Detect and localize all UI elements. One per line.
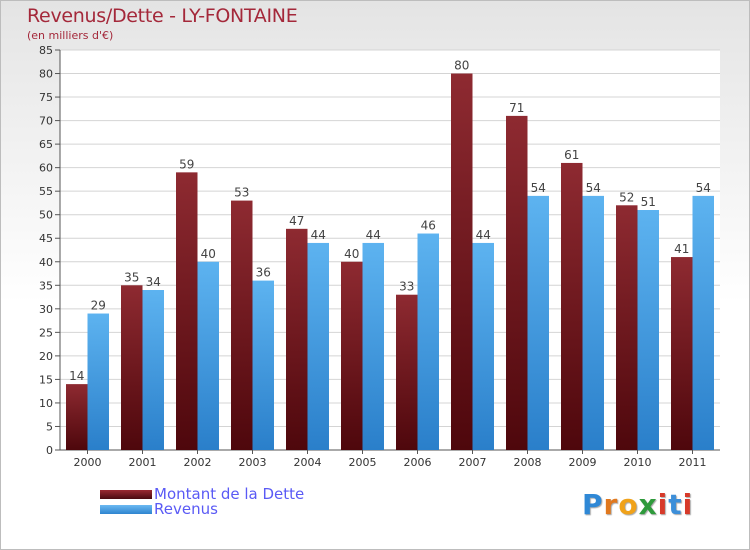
proxiti-logo: Proxiti — [582, 488, 694, 521]
y-tick-label: 75 — [39, 91, 53, 104]
data-label: 41 — [674, 242, 689, 256]
data-label: 53 — [234, 186, 249, 200]
x-tick-label: 2005 — [349, 456, 377, 469]
chart-subtitle: (en milliers d'€) — [27, 29, 114, 42]
x-tick-label: 2009 — [569, 456, 597, 469]
x-tick-label: 2010 — [624, 456, 652, 469]
x-tick-label: 2011 — [679, 456, 707, 469]
x-tick-label: 2001 — [129, 456, 157, 469]
y-tick-label: 15 — [39, 373, 53, 386]
data-label: 59 — [179, 157, 194, 171]
bar-revenus — [527, 195, 549, 450]
data-label: 33 — [399, 280, 414, 294]
data-label: 71 — [509, 101, 524, 115]
data-label: 54 — [586, 181, 601, 195]
data-label: 51 — [641, 195, 656, 209]
bar-dette — [176, 172, 198, 450]
plot-area — [60, 50, 720, 450]
bar-dette — [66, 384, 88, 450]
bar-dette — [341, 261, 363, 450]
data-label: 34 — [146, 275, 161, 289]
data-label: 40 — [201, 247, 216, 261]
data-label: 80 — [454, 59, 469, 73]
y-tick-label: 55 — [39, 185, 53, 198]
bar-revenus — [472, 242, 494, 450]
y-tick-label: 25 — [39, 326, 53, 339]
bar-revenus — [197, 261, 219, 450]
data-label: 52 — [619, 190, 634, 204]
bar-revenus — [252, 280, 274, 450]
bar-revenus — [582, 195, 604, 450]
bar-dette — [671, 257, 693, 450]
y-tick-label: 45 — [39, 232, 53, 245]
bar-dette — [396, 294, 418, 450]
y-tick-label: 70 — [39, 115, 53, 128]
data-label: 61 — [564, 148, 579, 162]
bar-revenus — [362, 242, 384, 450]
data-label: 54 — [696, 181, 711, 195]
bar-dette — [561, 162, 583, 451]
data-label: 40 — [344, 247, 359, 261]
bar-dette — [286, 228, 308, 450]
y-tick-label: 85 — [39, 44, 53, 57]
y-tick-label: 60 — [39, 162, 53, 175]
legend-swatch-dette — [100, 490, 152, 499]
x-tick-label: 2004 — [294, 456, 322, 469]
y-tick-label: 30 — [39, 303, 53, 316]
bar-revenus — [142, 290, 164, 450]
legend-label-revenus: Revenus — [154, 500, 218, 518]
x-tick-label: 2000 — [74, 456, 102, 469]
bar-revenus — [417, 233, 439, 450]
x-tick-label: 2007 — [459, 456, 487, 469]
data-label: 44 — [366, 228, 381, 242]
chart-title: Revenus/Dette - LY-FONTAINE — [27, 5, 298, 27]
data-label: 29 — [91, 299, 106, 313]
bar-dette — [506, 115, 528, 450]
data-label: 36 — [256, 266, 271, 280]
bar-revenus — [87, 313, 109, 450]
data-label: 47 — [289, 214, 304, 228]
data-label: 14 — [69, 369, 84, 383]
bar-dette — [121, 285, 143, 450]
x-tick-label: 2008 — [514, 456, 542, 469]
y-tick-label: 50 — [39, 209, 53, 222]
x-tick-label: 2002 — [184, 456, 212, 469]
y-tick-label: 80 — [39, 68, 53, 81]
x-tick-label: 2006 — [404, 456, 432, 469]
y-tick-label: 0 — [46, 444, 53, 457]
y-tick-label: 10 — [39, 397, 53, 410]
bar-dette — [231, 200, 253, 450]
bar-revenus — [637, 210, 659, 450]
data-label: 44 — [311, 228, 326, 242]
bar-dette — [451, 73, 473, 450]
data-label: 44 — [476, 228, 491, 242]
y-tick-label: 40 — [39, 256, 53, 269]
y-tick-label: 5 — [46, 420, 53, 433]
y-tick-label: 65 — [39, 138, 53, 151]
bar-revenus — [692, 195, 714, 450]
data-label: 46 — [421, 219, 436, 233]
legend-swatch-revenus — [100, 505, 152, 514]
data-label: 35 — [124, 270, 139, 284]
y-tick-label: 20 — [39, 350, 53, 363]
legend-label-dette: Montant de la Dette — [154, 485, 305, 503]
bar-revenus — [307, 242, 329, 450]
data-label: 54 — [531, 181, 546, 195]
x-tick-label: 2003 — [239, 456, 267, 469]
y-tick-label: 35 — [39, 279, 53, 292]
bar-dette — [616, 205, 638, 450]
